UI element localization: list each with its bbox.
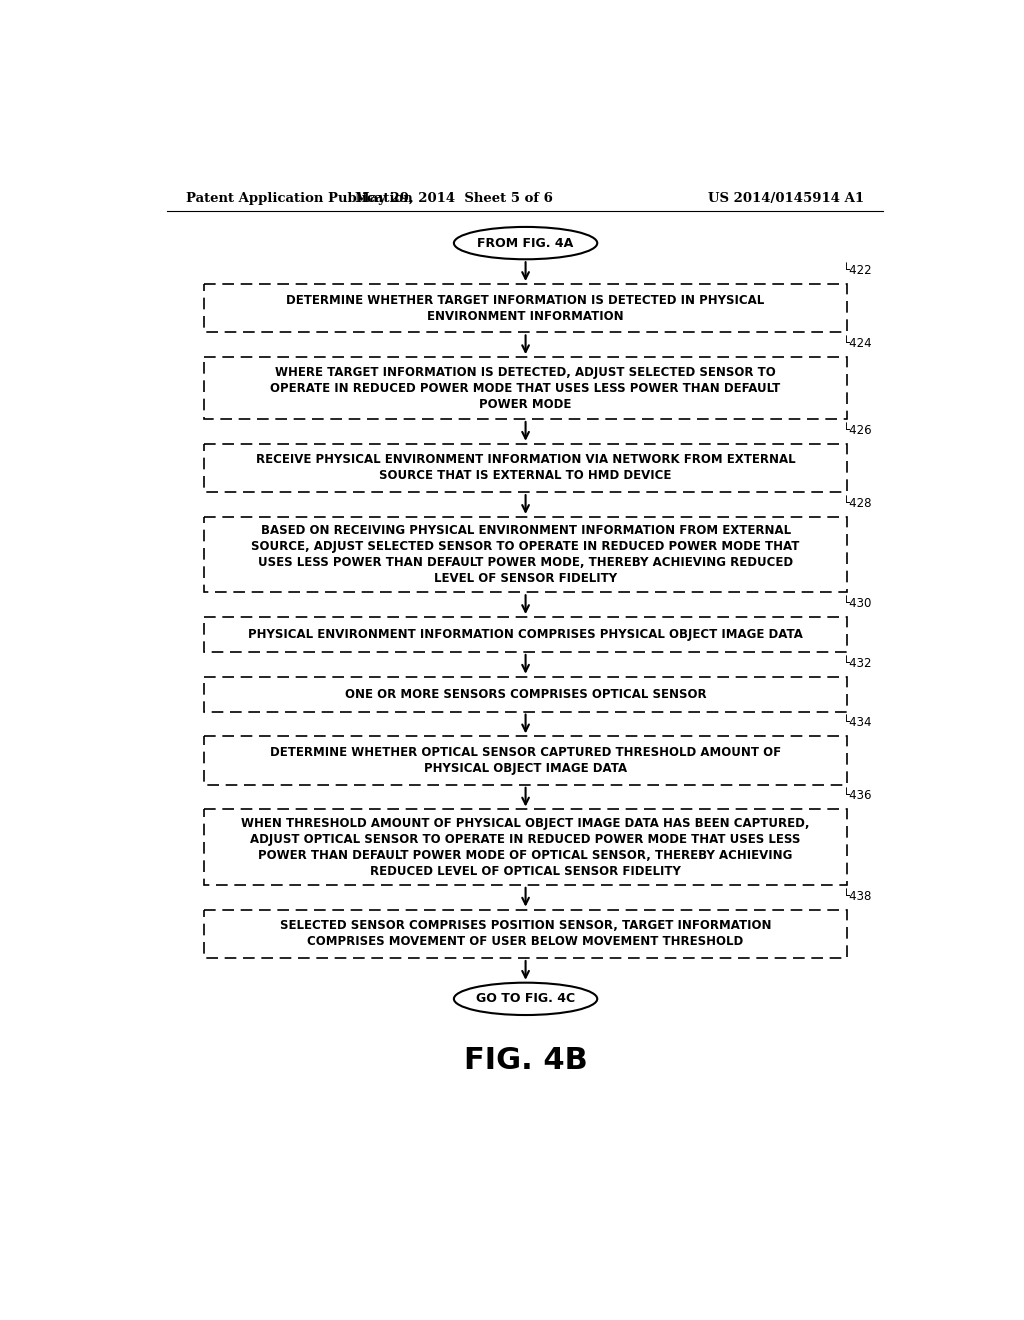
Text: May 29, 2014  Sheet 5 of 6: May 29, 2014 Sheet 5 of 6 — [354, 191, 552, 205]
Text: BASED ON RECEIVING PHYSICAL ENVIRONMENT INFORMATION FROM EXTERNAL
SOURCE, ADJUST: BASED ON RECEIVING PHYSICAL ENVIRONMENT … — [251, 524, 800, 585]
Text: └434: └434 — [844, 717, 872, 729]
Text: Patent Application Publication: Patent Application Publication — [186, 191, 413, 205]
Text: GO TO FIG. 4C: GO TO FIG. 4C — [476, 993, 575, 1006]
Text: DETERMINE WHETHER OPTICAL SENSOR CAPTURED THRESHOLD AMOUNT OF
PHYSICAL OBJECT IM: DETERMINE WHETHER OPTICAL SENSOR CAPTURE… — [270, 746, 781, 775]
Text: └436: └436 — [844, 789, 872, 803]
Text: SELECTED SENSOR COMPRISES POSITION SENSOR, TARGET INFORMATION
COMPRISES MOVEMENT: SELECTED SENSOR COMPRISES POSITION SENSO… — [280, 919, 771, 948]
Text: PHYSICAL ENVIRONMENT INFORMATION COMPRISES PHYSICAL OBJECT IMAGE DATA: PHYSICAL ENVIRONMENT INFORMATION COMPRIS… — [248, 628, 803, 642]
Text: US 2014/0145914 A1: US 2014/0145914 A1 — [709, 191, 864, 205]
Text: WHERE TARGET INFORMATION IS DETECTED, ADJUST SELECTED SENSOR TO
OPERATE IN REDUC: WHERE TARGET INFORMATION IS DETECTED, AD… — [270, 366, 780, 411]
Text: └424: └424 — [844, 337, 872, 350]
Text: └426: └426 — [844, 424, 872, 437]
Text: FIG. 4B: FIG. 4B — [464, 1045, 588, 1074]
Text: ONE OR MORE SENSORS COMPRISES OPTICAL SENSOR: ONE OR MORE SENSORS COMPRISES OPTICAL SE… — [345, 688, 707, 701]
Text: └422: └422 — [844, 264, 872, 277]
Text: WHEN THRESHOLD AMOUNT OF PHYSICAL OBJECT IMAGE DATA HAS BEEN CAPTURED,
ADJUST OP: WHEN THRESHOLD AMOUNT OF PHYSICAL OBJECT… — [242, 817, 810, 878]
Text: └428: └428 — [844, 496, 872, 510]
Text: DETERMINE WHETHER TARGET INFORMATION IS DETECTED IN PHYSICAL
ENVIRONMENT INFORMA: DETERMINE WHETHER TARGET INFORMATION IS … — [287, 293, 765, 322]
Text: └432: └432 — [844, 656, 872, 669]
Text: FROM FIG. 4A: FROM FIG. 4A — [477, 236, 573, 249]
Text: └438: └438 — [844, 890, 872, 903]
Text: RECEIVE PHYSICAL ENVIRONMENT INFORMATION VIA NETWORK FROM EXTERNAL
SOURCE THAT I: RECEIVE PHYSICAL ENVIRONMENT INFORMATION… — [256, 454, 796, 482]
Text: └430: └430 — [844, 597, 872, 610]
